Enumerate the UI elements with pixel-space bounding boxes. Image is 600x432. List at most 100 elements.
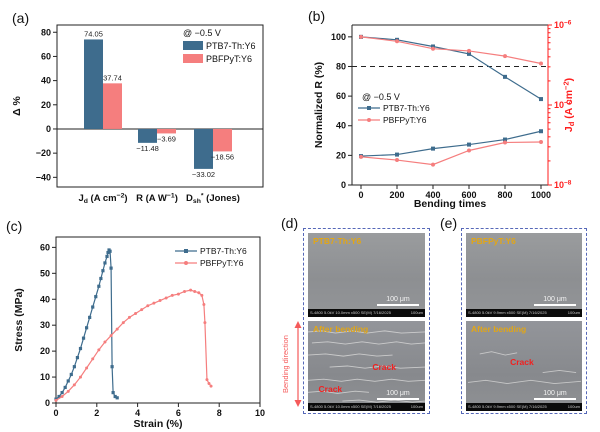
- svg-text:40: 40: [41, 76, 51, 86]
- svg-text:Jd (A cm−2): Jd (A cm−2): [562, 78, 577, 132]
- sem-image-e-before: PBFPyT:Y6 100 μm S-4800 5.0kV 9.9mm x500…: [466, 233, 582, 317]
- panel-b-label: (b): [308, 8, 326, 24]
- svg-text:PTB7-Th:Y6: PTB7-Th:Y6: [206, 41, 256, 51]
- crack-label: Crack: [372, 362, 396, 373]
- svg-text:Strain (%): Strain (%): [133, 418, 182, 430]
- svg-text:PBFPyT:Y6: PBFPyT:Y6: [383, 115, 427, 125]
- svg-text:30: 30: [40, 320, 50, 330]
- sem-metadata-scale: 100um: [567, 404, 580, 409]
- sem-metadata-bar: S-4800 5.0kV 10.0mm x500 SE(M) 7/16/2025…: [308, 403, 425, 411]
- svg-text:6: 6: [176, 408, 181, 418]
- sem-metadata-scale: 100um: [410, 310, 423, 315]
- svg-text:800: 800: [497, 190, 512, 200]
- svg-text:Stress (MPa): Stress (MPa): [13, 288, 25, 352]
- svg-text:0: 0: [45, 398, 50, 408]
- svg-text:600: 600: [461, 190, 476, 200]
- series-PTB7-Th:Y6: [360, 36, 542, 100]
- svg-text:2: 2: [94, 408, 99, 418]
- svg-text:37.74: 37.74: [103, 73, 122, 82]
- scale-bar: 100 μm: [377, 296, 419, 306]
- scale-bar-label: 100 μm: [543, 296, 567, 303]
- series-PTB7-Th:Y6: [55, 248, 118, 400]
- svg-text:@ −0.5 V: @ −0.5 V: [183, 28, 221, 38]
- svg-text:0: 0: [46, 124, 51, 134]
- panel-a-chart: −40 −20 0 20 40 60 80 74.05 −11.48 −33.02 37.74 −3.…: [11, 24, 264, 206]
- svg-text:20: 20: [41, 100, 51, 110]
- series-PTB7-Th:Y6: [360, 130, 542, 157]
- svg-text:−40: −40: [36, 172, 51, 182]
- svg-text:20: 20: [336, 150, 346, 160]
- svg-text:400: 400: [425, 190, 440, 200]
- after-bending-label: After bending: [471, 324, 527, 334]
- svg-text:60: 60: [41, 51, 51, 61]
- bending-direction-annotation: Bending direction: [281, 320, 303, 408]
- panel-d-label: (d): [281, 215, 299, 231]
- svg-text:80: 80: [41, 27, 51, 37]
- sem-metadata-text: S-4800 5.0kV 10.0mm x500 SE(M) 7/16/2025: [310, 404, 391, 409]
- scale-bar: 100 μm: [534, 390, 576, 400]
- svg-text:10−7: 10−7: [554, 100, 572, 111]
- bending-direction-label: Bending direction: [281, 335, 290, 393]
- scale-bar: 100 μm: [377, 390, 419, 400]
- svg-text:60: 60: [40, 242, 50, 252]
- crack-lines: [467, 351, 582, 385]
- panel-e-label: (e): [440, 215, 458, 231]
- double-arrow-icon: [294, 321, 302, 407]
- sem-metadata-text: S-4800 5.0kV 9.9mm x500 SE(M) 7/16/2025: [468, 404, 547, 409]
- scale-bar-label: 100 μm: [386, 390, 410, 397]
- panel-c-chart: 0 10 20 30 40 50 60 0 2 4 6 8 10 PTB7-Th:Y6 PBFPyT:Y6 S…: [13, 236, 265, 430]
- svg-text:200: 200: [389, 190, 404, 200]
- series-PBFPyT:Y6: [360, 141, 542, 166]
- sem-image-e-after: After bending Crack 100 μm S-4800 5.0kV …: [466, 321, 582, 411]
- svg-text:@ −0.5 V: @ −0.5 V: [362, 92, 400, 102]
- sample-label: PBFPyT:Y6: [471, 236, 516, 246]
- sem-image-d-before: PTB7-Th:Y6 100 μm S-4800 5.0kV 10.0mm x5…: [308, 233, 425, 317]
- svg-text:Normalized R (%): Normalized R (%): [313, 62, 325, 148]
- svg-text:50: 50: [40, 268, 50, 278]
- svg-text:−33.02: −33.02: [192, 170, 215, 179]
- svg-text:−20: −20: [36, 148, 51, 158]
- scale-bar-label: 100 μm: [386, 296, 410, 303]
- svg-text:10: 10: [40, 372, 50, 382]
- svg-text:10: 10: [255, 408, 265, 418]
- panel-a-label: (a): [12, 10, 30, 26]
- svg-text:10−8: 10−8: [554, 180, 572, 191]
- scale-bar-label: 100 μm: [543, 390, 567, 397]
- crack-label: Crack: [318, 384, 343, 394]
- svg-text:60: 60: [336, 91, 346, 101]
- sem-metadata-text: S-4800 5.0kV 9.9mm x500 SE(M) 7/16/2025: [468, 310, 547, 315]
- sem-metadata-bar: S-4800 5.0kV 10.0mm x500 SE(M) 7/16/2025…: [308, 309, 425, 317]
- svg-text:PBFPyT:Y6: PBFPyT:Y6: [206, 54, 252, 64]
- svg-text:R (A W−1): R (A W−1): [136, 193, 178, 205]
- svg-text:10−6: 10−6: [554, 20, 572, 31]
- panel-c-label: (c): [6, 218, 23, 234]
- svg-text:−3.69: −3.69: [157, 134, 176, 143]
- svg-text:40: 40: [40, 294, 50, 304]
- svg-text:0: 0: [341, 180, 346, 190]
- svg-text:−18.56: −18.56: [211, 152, 234, 161]
- svg-text:0: 0: [53, 408, 58, 418]
- crack-label: Crack: [510, 357, 534, 367]
- svg-text:Jd (A cm−2): Jd (A cm−2): [78, 193, 127, 206]
- svg-text:−11.48: −11.48: [136, 144, 159, 153]
- svg-text:1000: 1000: [531, 190, 551, 200]
- svg-text:Bending times: Bending times: [414, 198, 487, 210]
- sem-image-d-after: After bending Crack Crack 100 μm S-4800 …: [308, 321, 425, 411]
- svg-text:0: 0: [358, 190, 363, 200]
- svg-text:100: 100: [331, 32, 346, 42]
- svg-text:PBFPyT:Y6: PBFPyT:Y6: [200, 258, 244, 268]
- svg-text:Δ %: Δ %: [11, 95, 23, 115]
- svg-text:PTB7-Th:Y6: PTB7-Th:Y6: [200, 246, 247, 256]
- svg-text:80: 80: [336, 61, 346, 71]
- crack-lines: [308, 330, 425, 403]
- svg-text:PTB7-Th:Y6: PTB7-Th:Y6: [383, 103, 430, 113]
- panel-e-sem-group: PBFPyT:Y6 100 μm S-4800 5.0kV 9.9mm x500…: [461, 228, 587, 414]
- sem-metadata-scale: 100um: [410, 404, 423, 409]
- svg-text:Dsh* (Jones): Dsh* (Jones): [186, 193, 240, 206]
- svg-text:8: 8: [217, 408, 222, 418]
- sem-metadata-bar: S-4800 5.0kV 9.9mm x500 SE(M) 7/16/2025 …: [466, 403, 582, 411]
- sample-label: PTB7-Th:Y6: [313, 236, 362, 246]
